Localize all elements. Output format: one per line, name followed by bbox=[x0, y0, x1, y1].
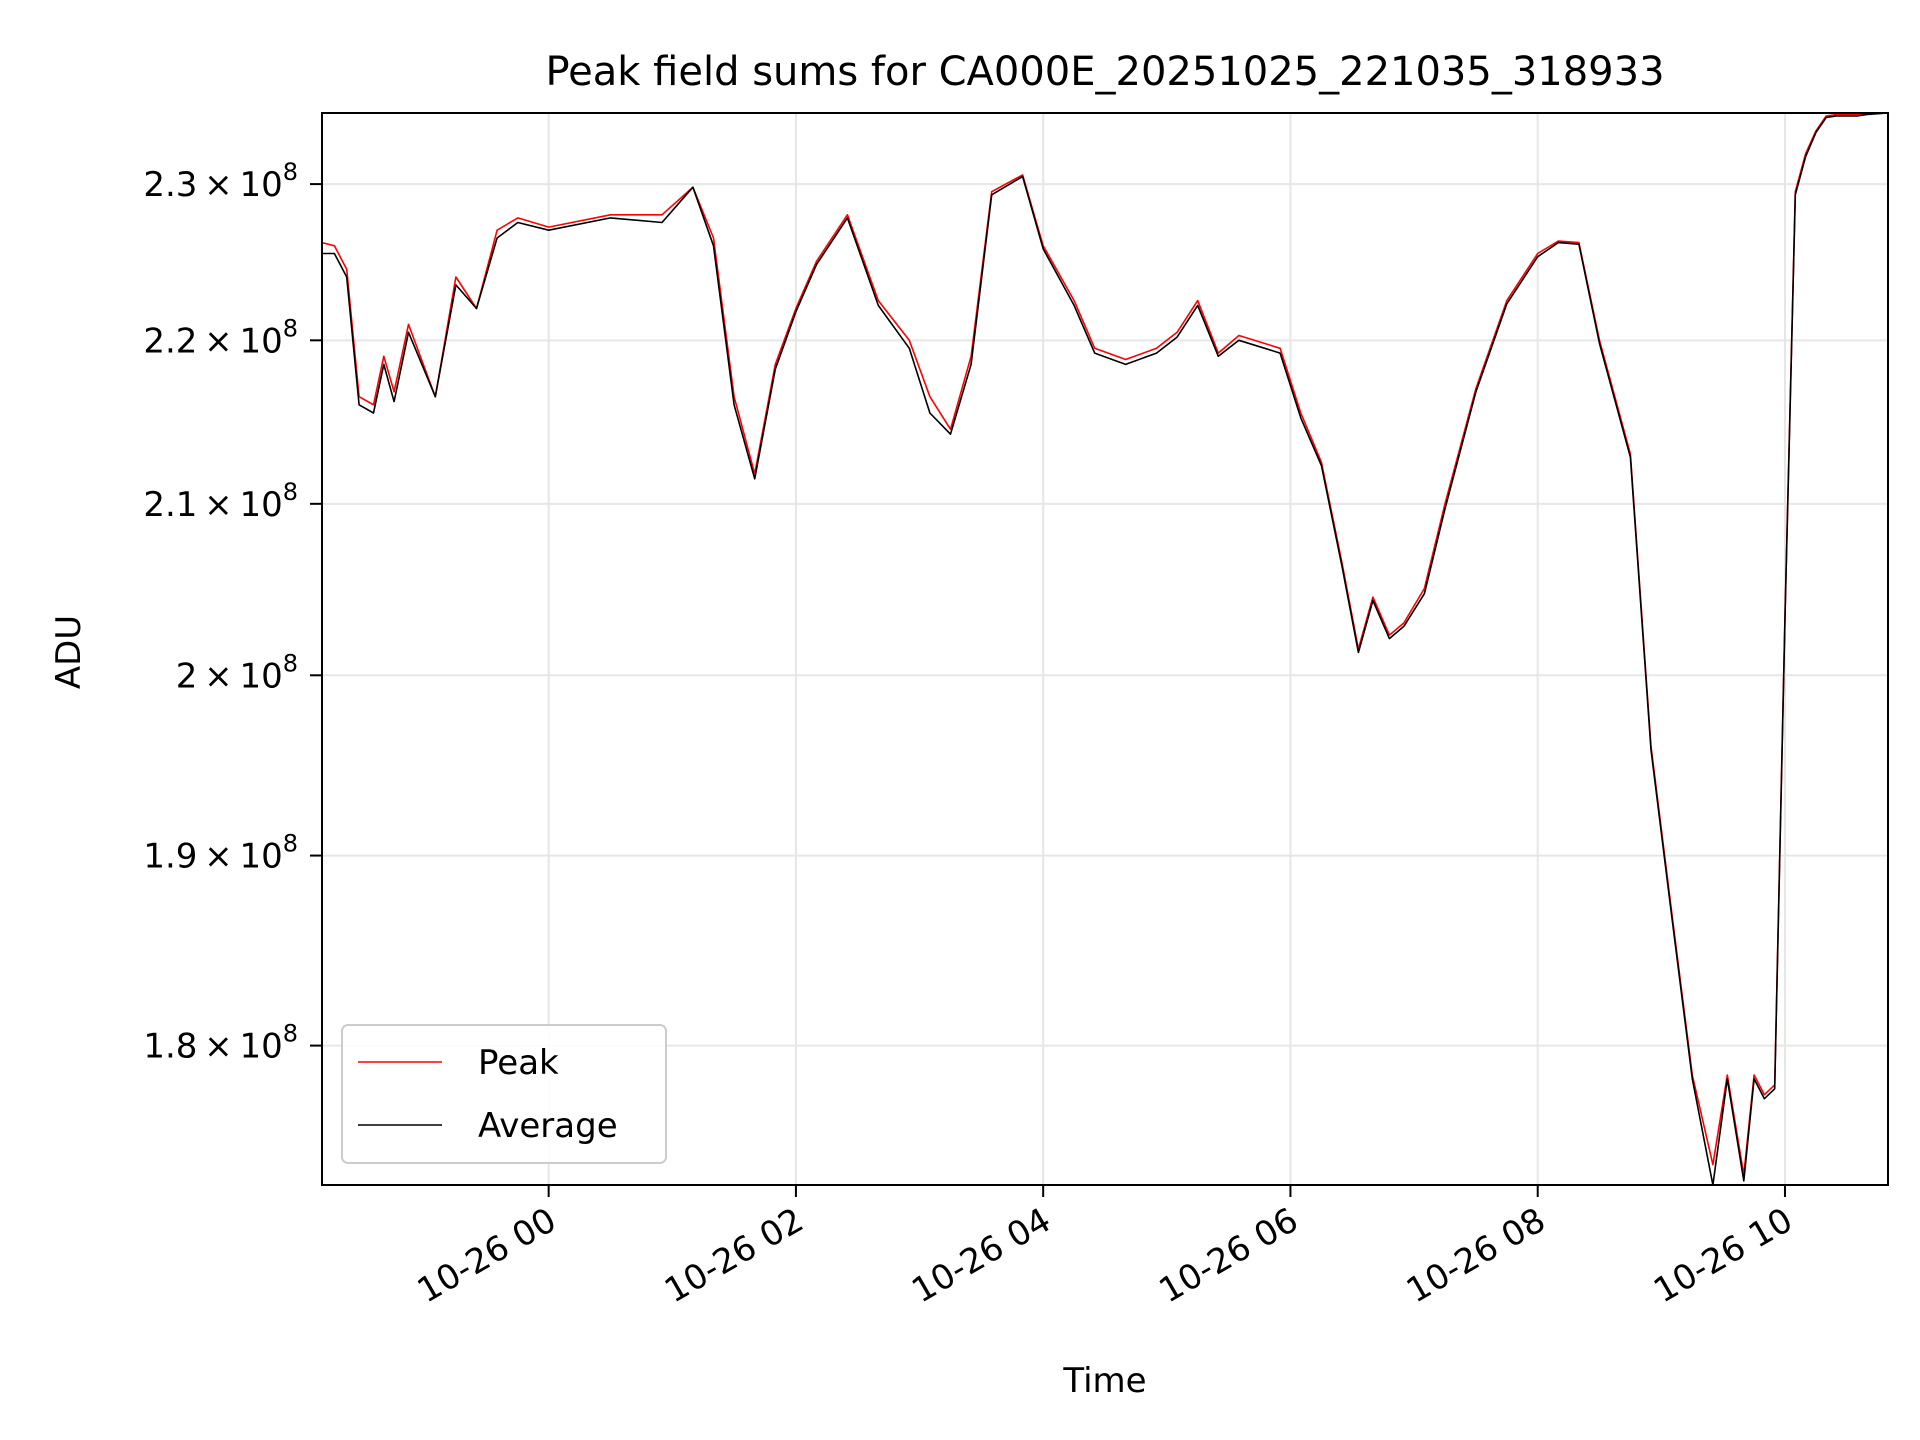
y-tick-label: 1.9 × 108 bbox=[143, 830, 298, 877]
legend: Peak Average bbox=[341, 1024, 667, 1164]
legend-box bbox=[341, 1024, 667, 1164]
y-tick-label: 2.3 × 108 bbox=[143, 158, 298, 205]
chart-title: Peak field sums for CA000E_20251025_2210… bbox=[545, 49, 1664, 95]
y-tick-label: 2.2 × 108 bbox=[143, 314, 298, 361]
legend-label-average: Average bbox=[478, 1106, 618, 1146]
legend-label-peak: Peak bbox=[478, 1043, 559, 1083]
y-tick-label: 2.1 × 108 bbox=[143, 478, 298, 525]
y-axis-label: ADU bbox=[49, 615, 89, 689]
y-axis: 1.8 × 108 1.9 × 108 2 × 108 2.1 × 108 2.2 × … bbox=[143, 158, 322, 1067]
y-tick-label: 1.8 × 108 bbox=[143, 1020, 298, 1067]
series-line-average bbox=[322, 112, 1889, 1186]
plot-frame bbox=[321, 112, 1889, 1186]
series-lines bbox=[321, 112, 1889, 1186]
y-tick-label: 2 × 108 bbox=[176, 649, 298, 696]
x-axis-label: Time bbox=[1062, 1361, 1146, 1401]
